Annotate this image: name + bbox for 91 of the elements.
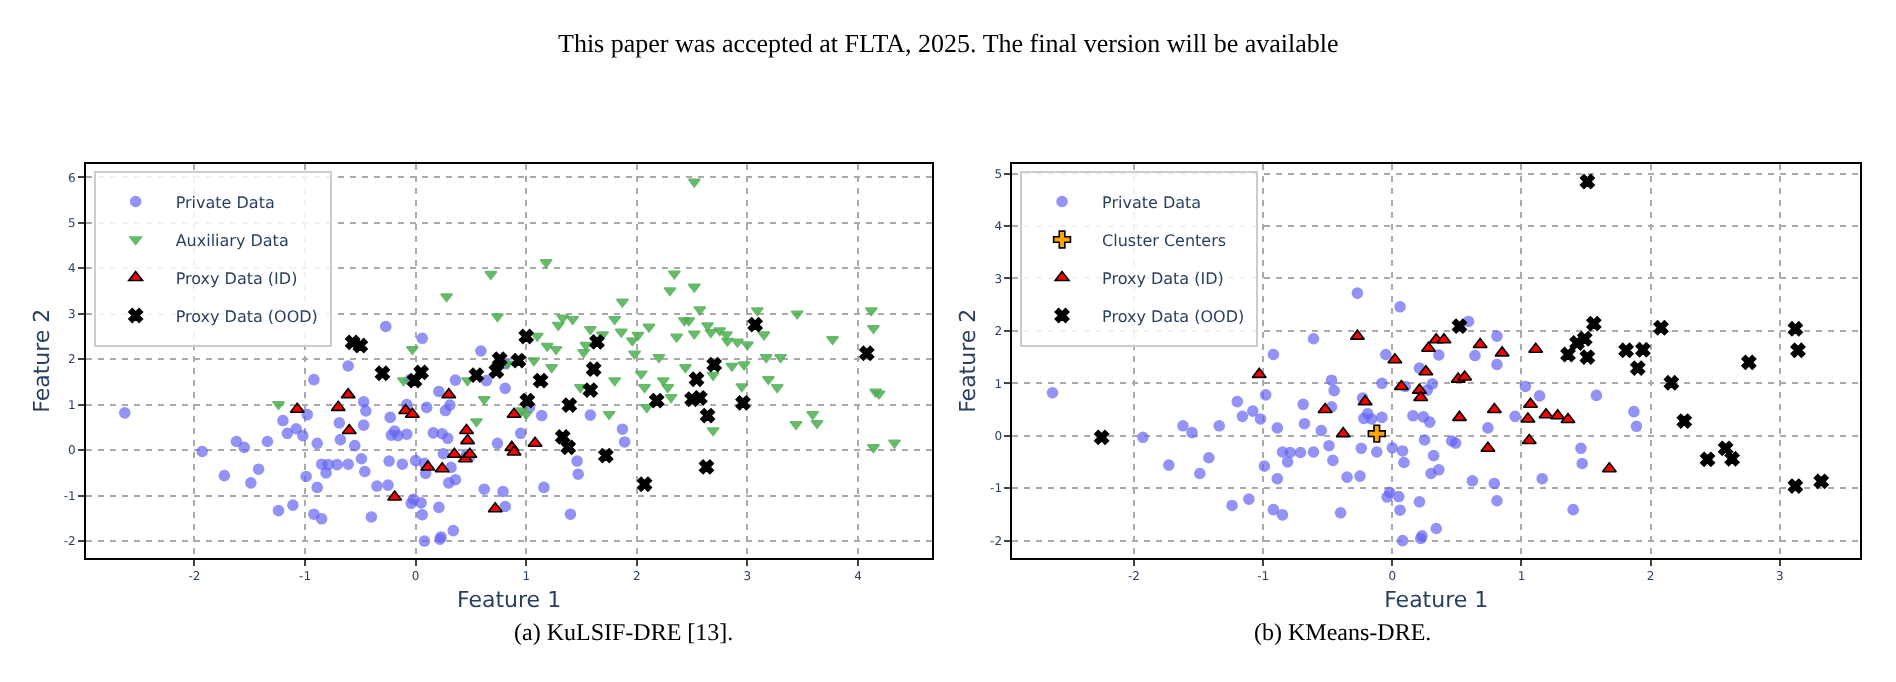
point [692,390,708,406]
point [1676,413,1692,429]
point [1724,451,1740,467]
point [561,397,577,413]
point [1521,433,1537,445]
y-axis-title: Feature 2 [955,308,982,413]
text: This paper was accepted at FLTA, 2025. The final version will be available [558,28,1340,58]
point [1486,402,1503,414]
point [699,407,716,424]
point [1560,412,1576,424]
point [518,328,534,345]
point [747,317,763,333]
point [859,345,875,361]
point [340,387,356,399]
legend-label: Proxy Data (ID) [1102,269,1224,288]
point [586,361,602,377]
point [527,436,543,448]
point [698,459,715,475]
point [458,423,475,435]
point [582,382,598,398]
point [1560,346,1576,363]
point [487,501,503,513]
point [598,447,614,464]
point [1813,473,1829,489]
point [446,447,463,459]
point [706,357,722,373]
point [1451,410,1468,422]
point [636,476,653,492]
point [589,334,605,350]
point [1387,352,1403,364]
x-axis-title: Feature 1 [457,586,562,613]
point [649,392,665,409]
point [488,363,504,379]
text: (a) KuLSIF-DRE [13]. [514,618,734,646]
point [1741,354,1757,370]
point [1630,360,1646,376]
legend-label: Proxy Data (ID) [175,269,298,288]
point [459,433,476,445]
y-axis-title: Feature 2 [29,308,56,413]
text: (b) KMeans-DRE. [1254,618,1432,646]
point [1635,342,1651,358]
point [510,352,527,369]
point [434,461,450,473]
point [1413,390,1429,402]
point [688,371,705,387]
point [519,392,535,409]
point [735,395,751,411]
point [533,372,549,389]
point [1579,173,1595,190]
point [1418,364,1434,376]
point [1335,426,1351,438]
legend-label: Cluster Centers [1102,231,1227,250]
point [1094,429,1110,445]
point [1393,379,1410,391]
point [1787,478,1803,494]
point [1653,320,1669,336]
point [1618,342,1634,358]
point [374,365,391,381]
point [1367,424,1386,443]
legend-label: Proxy Data (OOD) [1102,307,1245,326]
point [1522,397,1539,409]
point [1586,315,1602,332]
point [1787,321,1803,337]
point [1527,342,1544,354]
point [1663,375,1679,391]
point [352,337,368,354]
legend-label: Auxiliary Data [175,231,289,250]
point [413,364,429,380]
legend-label: Proxy Data (OOD) [175,307,318,326]
legend-label: Private Data [175,193,275,212]
point [1699,451,1716,467]
point [1472,337,1488,349]
point [468,367,485,383]
x-axis-title: Feature 1 [1384,586,1489,613]
point [1577,331,1593,347]
point [1538,407,1554,419]
point [1718,440,1734,456]
point [1451,318,1468,334]
point [1251,367,1267,379]
point [492,351,508,367]
point [560,439,576,455]
point [1317,402,1333,414]
point [1601,461,1618,473]
point [555,429,571,445]
point [441,387,457,399]
point [341,423,357,435]
legend-label: Private Data [1102,193,1202,212]
point [1579,349,1595,365]
point [1790,342,1806,358]
point [330,400,346,412]
point [1480,441,1496,453]
